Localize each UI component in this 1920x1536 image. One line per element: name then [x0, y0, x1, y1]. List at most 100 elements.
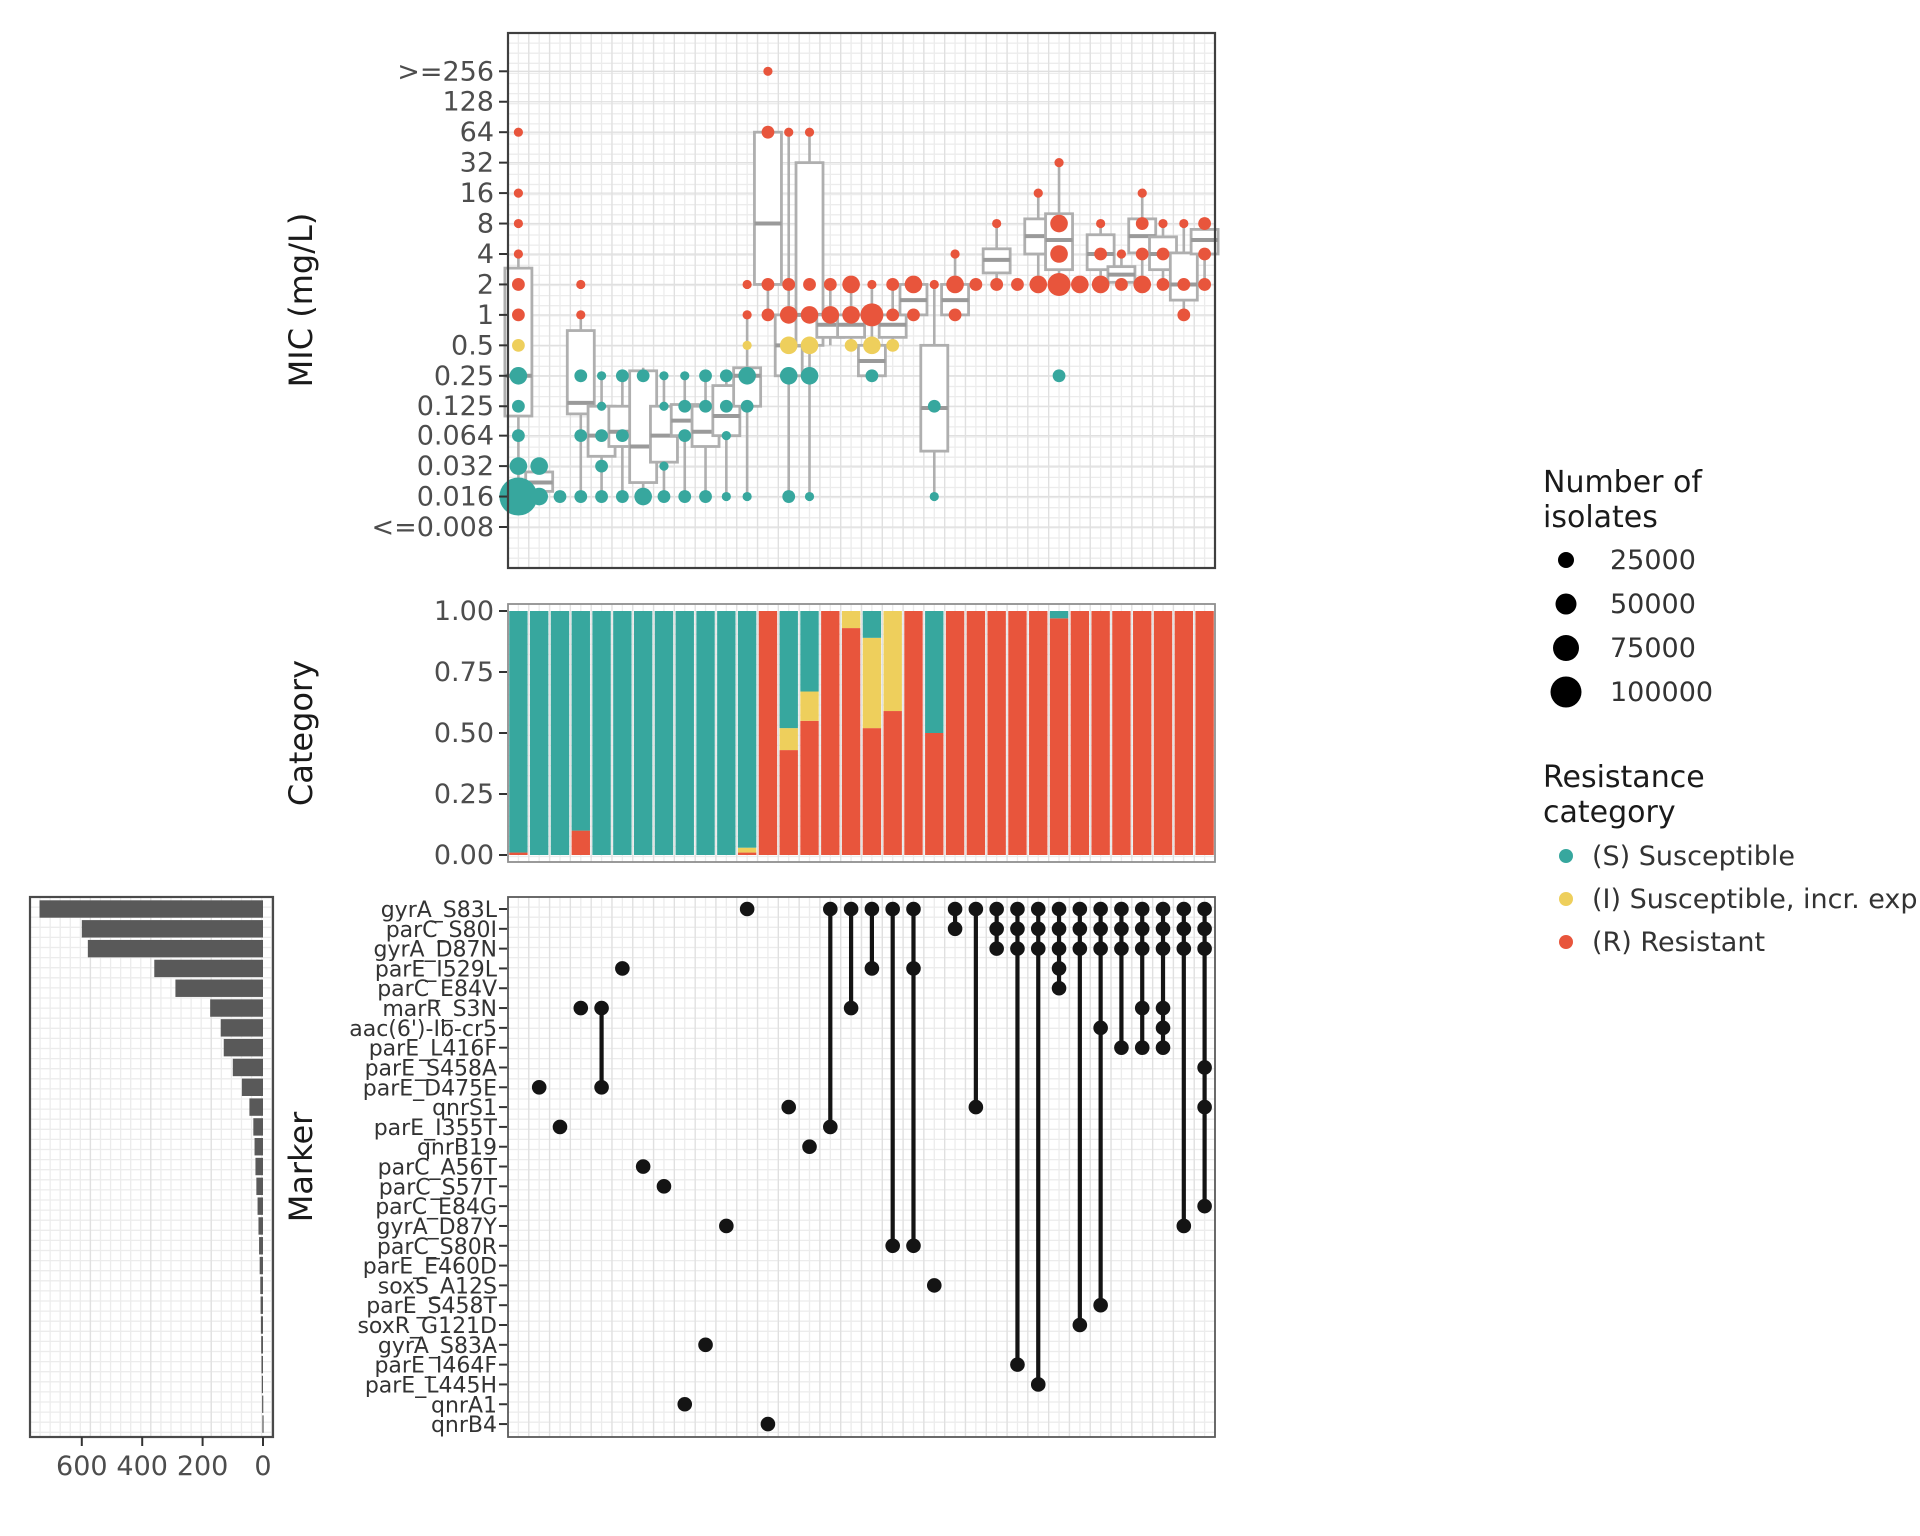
mic-dot: [863, 336, 881, 355]
mic-dot: [595, 490, 608, 503]
marker-row-label: aac(6')-Ib-cr5: [349, 1017, 497, 1042]
mic-tick-label: 0.5: [451, 330, 494, 361]
matrix-dot: [760, 1416, 776, 1432]
mic-dot: [779, 306, 798, 324]
matrix-dot: [1134, 941, 1150, 956]
matrix-dot: [1155, 1040, 1171, 1055]
mic-dot: [659, 461, 669, 471]
marker-row-label: parE_I355T: [374, 1116, 498, 1141]
count-tick-label: 200: [177, 1451, 229, 1482]
mic-dot: [969, 278, 983, 291]
category-segment-R: [779, 750, 798, 855]
marker-row-label: parE_I529L: [375, 957, 498, 982]
matrix-dot: [1134, 901, 1150, 917]
category-segment-R: [1008, 611, 1027, 855]
mic-tick-label: 0.25: [434, 361, 494, 392]
mic-dot: [678, 399, 692, 413]
matrix-panel-border: [507, 896, 1216, 1438]
marker-count-bar: [260, 1296, 263, 1314]
matrix-dot: [573, 1000, 589, 1016]
marker-count-bar: [175, 979, 263, 997]
matrix-dot: [1030, 921, 1046, 937]
mic-dot: [513, 249, 523, 259]
mic-tick-label: 8: [477, 209, 494, 240]
marker-row-label: qnrB19: [417, 1136, 497, 1161]
category-segment-R: [841, 628, 861, 855]
legend-size-label: 25000: [1610, 545, 1696, 576]
matrix-dot: [1093, 901, 1108, 917]
matrix-dot: [843, 1000, 859, 1016]
legend-size-dot-icon: [1558, 552, 1574, 568]
mic-dot: [1029, 275, 1048, 294]
matrix-dot: [1114, 941, 1129, 956]
matrix-dot: [1051, 901, 1067, 917]
marker-count-bars: [39, 900, 264, 1433]
mic-dot: [1047, 272, 1071, 296]
mic-dot: [865, 369, 879, 383]
marker-row-label: parE_I464F: [374, 1354, 497, 1379]
matrix-dot: [1093, 1297, 1108, 1313]
mic-dot: [886, 278, 900, 291]
matrix-dot: [906, 901, 921, 917]
matrix-dot: [1072, 1317, 1088, 1333]
matrix-dot: [823, 1119, 838, 1135]
category-bars: [509, 611, 1214, 855]
mic-dot: [615, 429, 629, 443]
mic-tick-label: 0.064: [417, 421, 494, 452]
matrix-dot: [1114, 901, 1129, 917]
category-segment-S: [1049, 611, 1069, 619]
legend-size-title-line2: isolates: [1543, 500, 1658, 535]
mic-dot: [1115, 278, 1128, 291]
matrix-dot: [1155, 1020, 1171, 1036]
mic-dot: [992, 218, 1002, 229]
category-segment-I: [779, 728, 798, 751]
matrix-dot: [989, 901, 1004, 917]
marker-row-label: marR_S3N: [382, 997, 497, 1022]
category-segment-R: [862, 728, 882, 855]
marker-row-label: parC_S80R: [377, 1235, 497, 1260]
box: [919, 343, 950, 453]
mic-dot: [509, 366, 528, 385]
mic-dots: [499, 66, 1212, 516]
mic-dot: [804, 491, 815, 502]
mic-dot: [929, 491, 939, 502]
mic-dot: [1135, 247, 1149, 261]
matrix-dot: [885, 1238, 900, 1254]
category-segment-R: [1091, 611, 1110, 855]
legend-category-label: (R) Resistant: [1592, 927, 1765, 958]
matrix-dot: [615, 961, 630, 976]
matrix-dot: [1051, 941, 1067, 956]
matrix-dot: [1030, 1377, 1046, 1392]
matrix-dot: [885, 901, 900, 917]
matrix-dot: [656, 1179, 672, 1194]
legend-category-label: (I) Susceptible, incr. exp.: [1592, 884, 1920, 915]
mic-tick-label: 2: [477, 269, 494, 300]
mic-dot: [1137, 188, 1147, 198]
marker-row-label: parC_A56T: [378, 1156, 498, 1181]
category-segment-S: [737, 611, 757, 848]
mic-dot: [576, 279, 586, 290]
marker-row-label: parC_E84G: [375, 1195, 497, 1220]
mic-dot: [596, 401, 607, 411]
category-segment-R: [509, 852, 528, 855]
matrix-dot: [719, 1218, 734, 1234]
category-tick-label: 0.25: [434, 779, 494, 810]
matrix-dot: [1072, 921, 1088, 937]
legend-category-swatch-icon: [1559, 935, 1573, 949]
marker-row-label: parE_L416F: [369, 1037, 497, 1062]
matrix-dot: [635, 1159, 651, 1174]
marker-count-bar: [249, 1098, 263, 1116]
mic-dot: [784, 127, 794, 137]
matrix-dot: [739, 901, 755, 917]
category-tick-label: 1.00: [434, 596, 494, 627]
matrix-dot: [1197, 1060, 1212, 1075]
marker-count-bar: [262, 1395, 264, 1413]
mic-dot: [719, 369, 733, 383]
mic-tick-label: 64: [460, 117, 494, 148]
mic-dot: [511, 278, 525, 291]
category-segment-I: [862, 637, 882, 729]
mic-dot: [886, 338, 900, 352]
matrix-dot: [1114, 1040, 1129, 1055]
category-segment-S: [550, 611, 570, 855]
